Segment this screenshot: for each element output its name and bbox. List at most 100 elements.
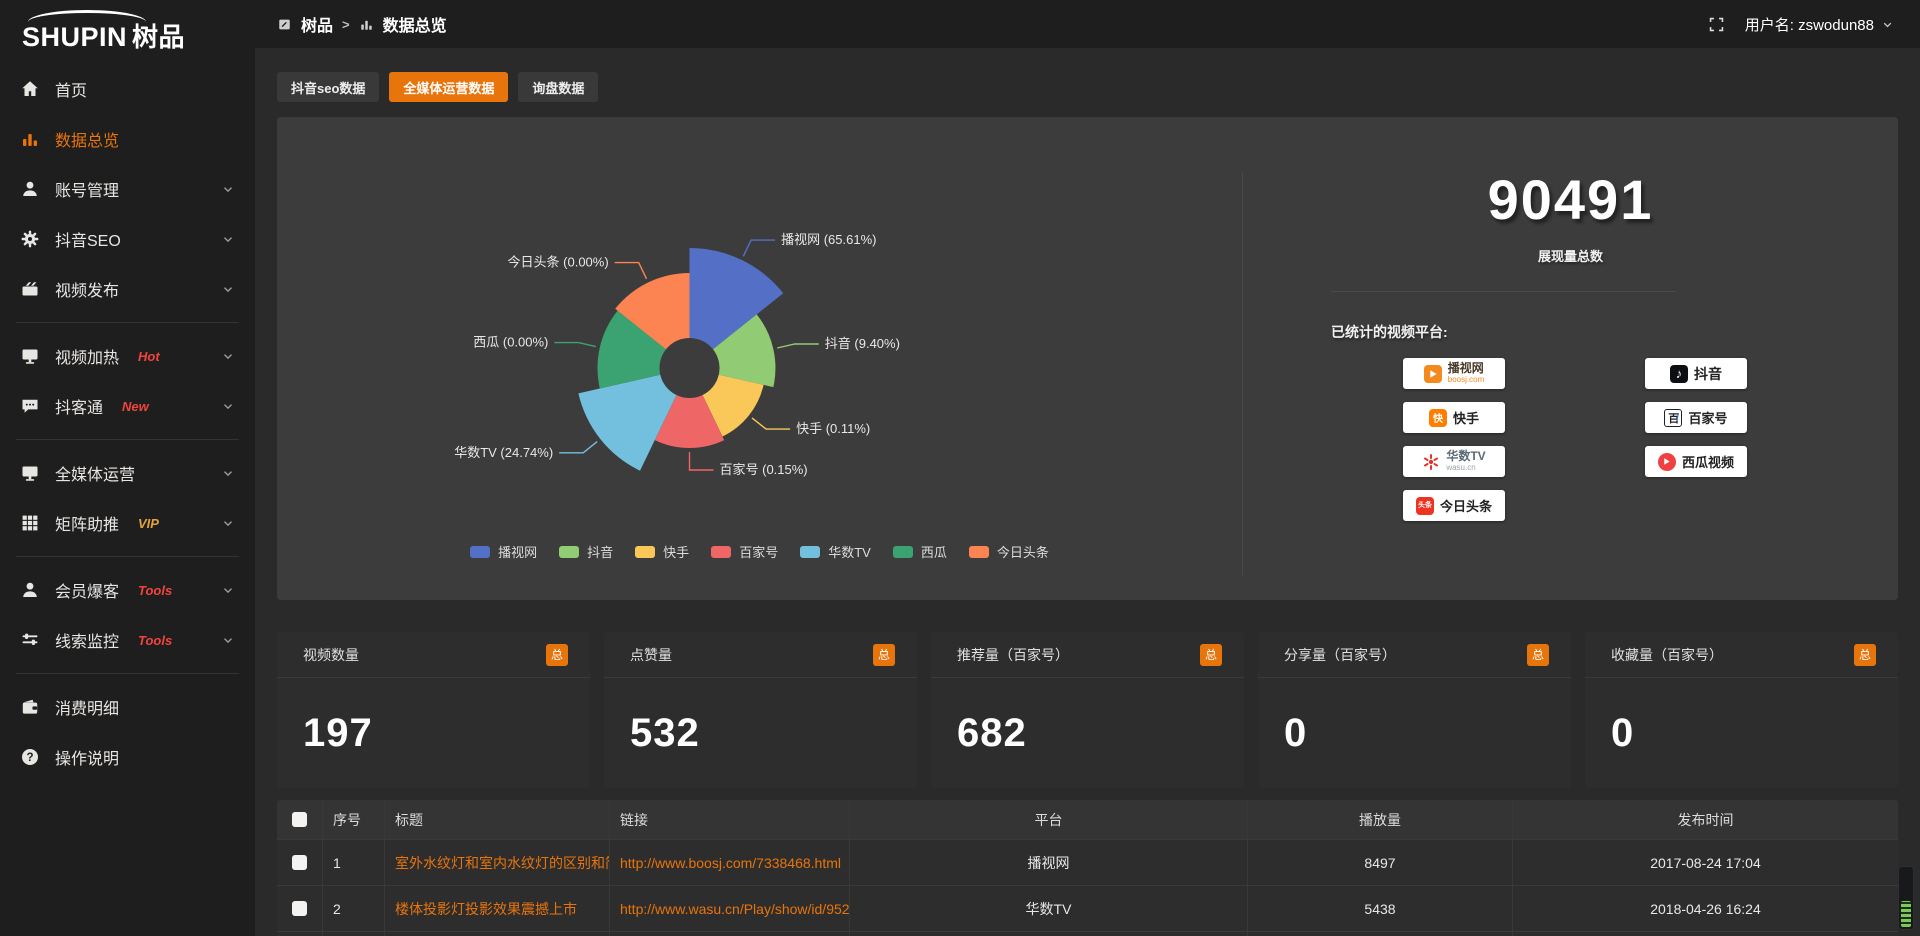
sidebar-item-video-heating[interactable]: 视频加热 Hot	[0, 331, 255, 381]
table-header-cell: 播放量	[1248, 800, 1513, 839]
sidebar-item-douyin-seo[interactable]: 抖音SEO	[0, 214, 255, 264]
legend-label: 播视网	[498, 545, 538, 560]
platform-column-left: 播视网 boosj.com 快快手 华数TV wasu.cn 头条 今日头条	[1403, 358, 1505, 521]
legend-item[interactable]: 播视网	[470, 542, 537, 561]
sidebar-item-account-management[interactable]: 账号管理	[0, 164, 255, 214]
sidebar-menu: 首页数据总览账号管理抖音SEO 视频发布视频加热 Hot 抖客通 New 全媒体运营 矩阵助…	[0, 64, 255, 782]
overview-panel: 播视网 (65.61%) 抖音 (9.40%) 快手 (0.11%) 百家号 (0.1…	[277, 117, 1898, 600]
sidebar-item-tag: VIP	[138, 515, 159, 531]
sidebar-item-video-publish[interactable]: 视频发布	[0, 264, 255, 314]
cell-time: 2017-08-24 17:04	[1650, 854, 1761, 871]
stat-label: 点赞量	[630, 646, 672, 663]
doc-icon	[277, 17, 292, 32]
stat-card-3: 分享量（百家号） 总 0	[1258, 632, 1571, 788]
cell-index: 1	[323, 840, 385, 885]
floating-widget	[1898, 866, 1914, 930]
chart-section: 播视网 (65.61%) 抖音 (9.40%) 快手 (0.11%) 百家号 (0.1…	[277, 117, 1242, 600]
fullscreen-icon[interactable]	[1708, 16, 1725, 33]
table-row: 1 室外水纹灯和室内水纹灯的区别和简介 http://www.boosj.com/7…	[277, 840, 1898, 886]
stat-card-header: 分享量（百家号） 总	[1258, 632, 1571, 678]
sidebar-item-label: 视频加热	[55, 350, 120, 367]
tab-douyin-seo-data[interactable]: 抖音seo数据	[277, 72, 380, 102]
platform-badge-boosj: 播视网 boosj.com	[1403, 358, 1505, 389]
legend-item[interactable]: 百家号	[711, 542, 778, 561]
breadcrumb-item-data-overview[interactable]: 数据总览	[359, 12, 447, 36]
legend-item[interactable]: 西瓜	[892, 542, 947, 561]
data-tabs: 抖音seo数据 全媒体运营数据 询盘数据	[277, 72, 1898, 102]
row-checkbox[interactable]	[292, 901, 307, 916]
svg-text:西瓜 (0.00%): 西瓜 (0.00%)	[473, 335, 548, 350]
breadcrumb-item-shupin[interactable]: 树品	[277, 12, 333, 36]
gear-icon	[20, 229, 40, 249]
platform-badge-kuaishou: 快快手	[1403, 402, 1505, 433]
chat-icon	[20, 396, 40, 416]
sidebar-item-label: 消费明细	[55, 701, 120, 718]
wallet-icon	[20, 697, 40, 717]
logo-brand-cn: 树品	[132, 22, 186, 52]
row-checkbox[interactable]	[292, 855, 307, 870]
sidebar-item-tag: Hot	[138, 348, 160, 364]
cell-empty	[850, 932, 1248, 936]
chevron-down-icon	[1881, 18, 1894, 31]
svg-text:播视网 (65.61%): 播视网 (65.61%)	[781, 232, 876, 247]
legend-item[interactable]: 今日头条	[968, 542, 1049, 561]
menu-divider	[16, 322, 239, 323]
panel-divider	[1242, 172, 1243, 575]
cell-link[interactable]: http://www.boosj.com/7338468.html	[610, 840, 850, 885]
app-logo: SHUPIN 树品	[0, 0, 255, 56]
logo-text: SHUPIN 树品	[22, 22, 255, 52]
sidebar-item-omni-media[interactable]: 全媒体运营	[0, 448, 255, 498]
legend-label: 华数TV	[828, 545, 871, 560]
stat-total-badge: 总	[1527, 643, 1549, 666]
table-header-cell: 序号	[323, 800, 385, 839]
sidebar-item-tag: New	[122, 398, 149, 414]
monitor-icon	[20, 346, 40, 366]
legend-item[interactable]: 快手	[635, 542, 689, 561]
tab-inquiry-data[interactable]: 询盘数据	[518, 72, 599, 102]
sidebar-item-data-overview[interactable]: 数据总览	[0, 114, 255, 164]
cell-empty	[385, 932, 610, 936]
cell-index: 2	[323, 886, 385, 931]
monitor-icon	[20, 463, 40, 483]
cell-link[interactable]: http://www.wasu.cn/Play/show/id/952...	[610, 886, 850, 931]
sidebar-item-label: 首页	[55, 83, 88, 100]
sidebar-item-doukutong[interactable]: 抖客通 New	[0, 381, 255, 431]
cell-platform: 华数TV	[850, 886, 1248, 931]
breadcrumb-label: 树品	[301, 18, 334, 35]
sidebar-item-label: 账号管理	[55, 183, 120, 200]
sidebar-item-expense-detail[interactable]: 消费明细	[0, 682, 255, 732]
cell-title[interactable]: 室外水纹灯和室内水纹灯的区别和简介	[385, 840, 610, 885]
stat-value: 0	[1284, 710, 1308, 755]
total-impressions-label: 展现量总数	[1537, 249, 1603, 264]
chevron-down-icon	[221, 399, 235, 413]
legend-color-chip	[892, 545, 913, 558]
sidebar-item-member-burst[interactable]: 会员爆客 Tools	[0, 565, 255, 615]
legend-color-chip	[635, 545, 656, 558]
sidebar-item-matrix-boost[interactable]: 矩阵助推 VIP	[0, 498, 255, 548]
sidebar-item-label: 抖客通	[55, 400, 104, 417]
select-all-checkbox[interactable]	[292, 812, 307, 827]
legend-item[interactable]: 华数TV	[800, 542, 871, 561]
tab-omni-media-data[interactable]: 全媒体运营数据	[389, 72, 509, 102]
sidebar-item-operation-guide[interactable]: ? 操作说明	[0, 732, 255, 782]
sidebar-item-clue-monitor[interactable]: 线索监控 Tools	[0, 615, 255, 665]
legend-label: 西瓜	[920, 545, 947, 560]
breadcrumb: 树品 > 数据总览	[277, 12, 447, 36]
sidebar-item-home[interactable]: 首页	[0, 64, 255, 114]
user-menu[interactable]: 用户名: zswodun88	[1745, 14, 1894, 35]
stat-card-4: 收藏量（百家号） 总 0	[1585, 632, 1898, 788]
legend-item[interactable]: 抖音	[559, 542, 613, 561]
clapper-icon	[20, 279, 40, 299]
summary-section: 90491 展现量总数 已统计的视频平台: 播视网 boosj.com 快快手 华数T…	[1243, 117, 1898, 600]
menu-divider	[16, 556, 239, 557]
total-impressions-value: 90491	[1487, 168, 1654, 231]
platform-column-right: ♪ 抖音百 / 百家号 西瓜视频	[1645, 358, 1747, 521]
cell-title[interactable]: 楼体投影灯投影效果震撼上市	[385, 886, 610, 931]
stat-label: 视频数量	[303, 646, 359, 663]
stat-value: 682	[957, 710, 1027, 755]
sidebar-item-label: 抖音SEO	[55, 233, 121, 250]
stat-label: 收藏量（百家号）	[1611, 646, 1723, 663]
legend-label: 今日头条	[996, 545, 1049, 560]
legend-color-chip	[559, 545, 580, 558]
platform-badge-toutiao: 头条 今日头条	[1403, 490, 1505, 521]
